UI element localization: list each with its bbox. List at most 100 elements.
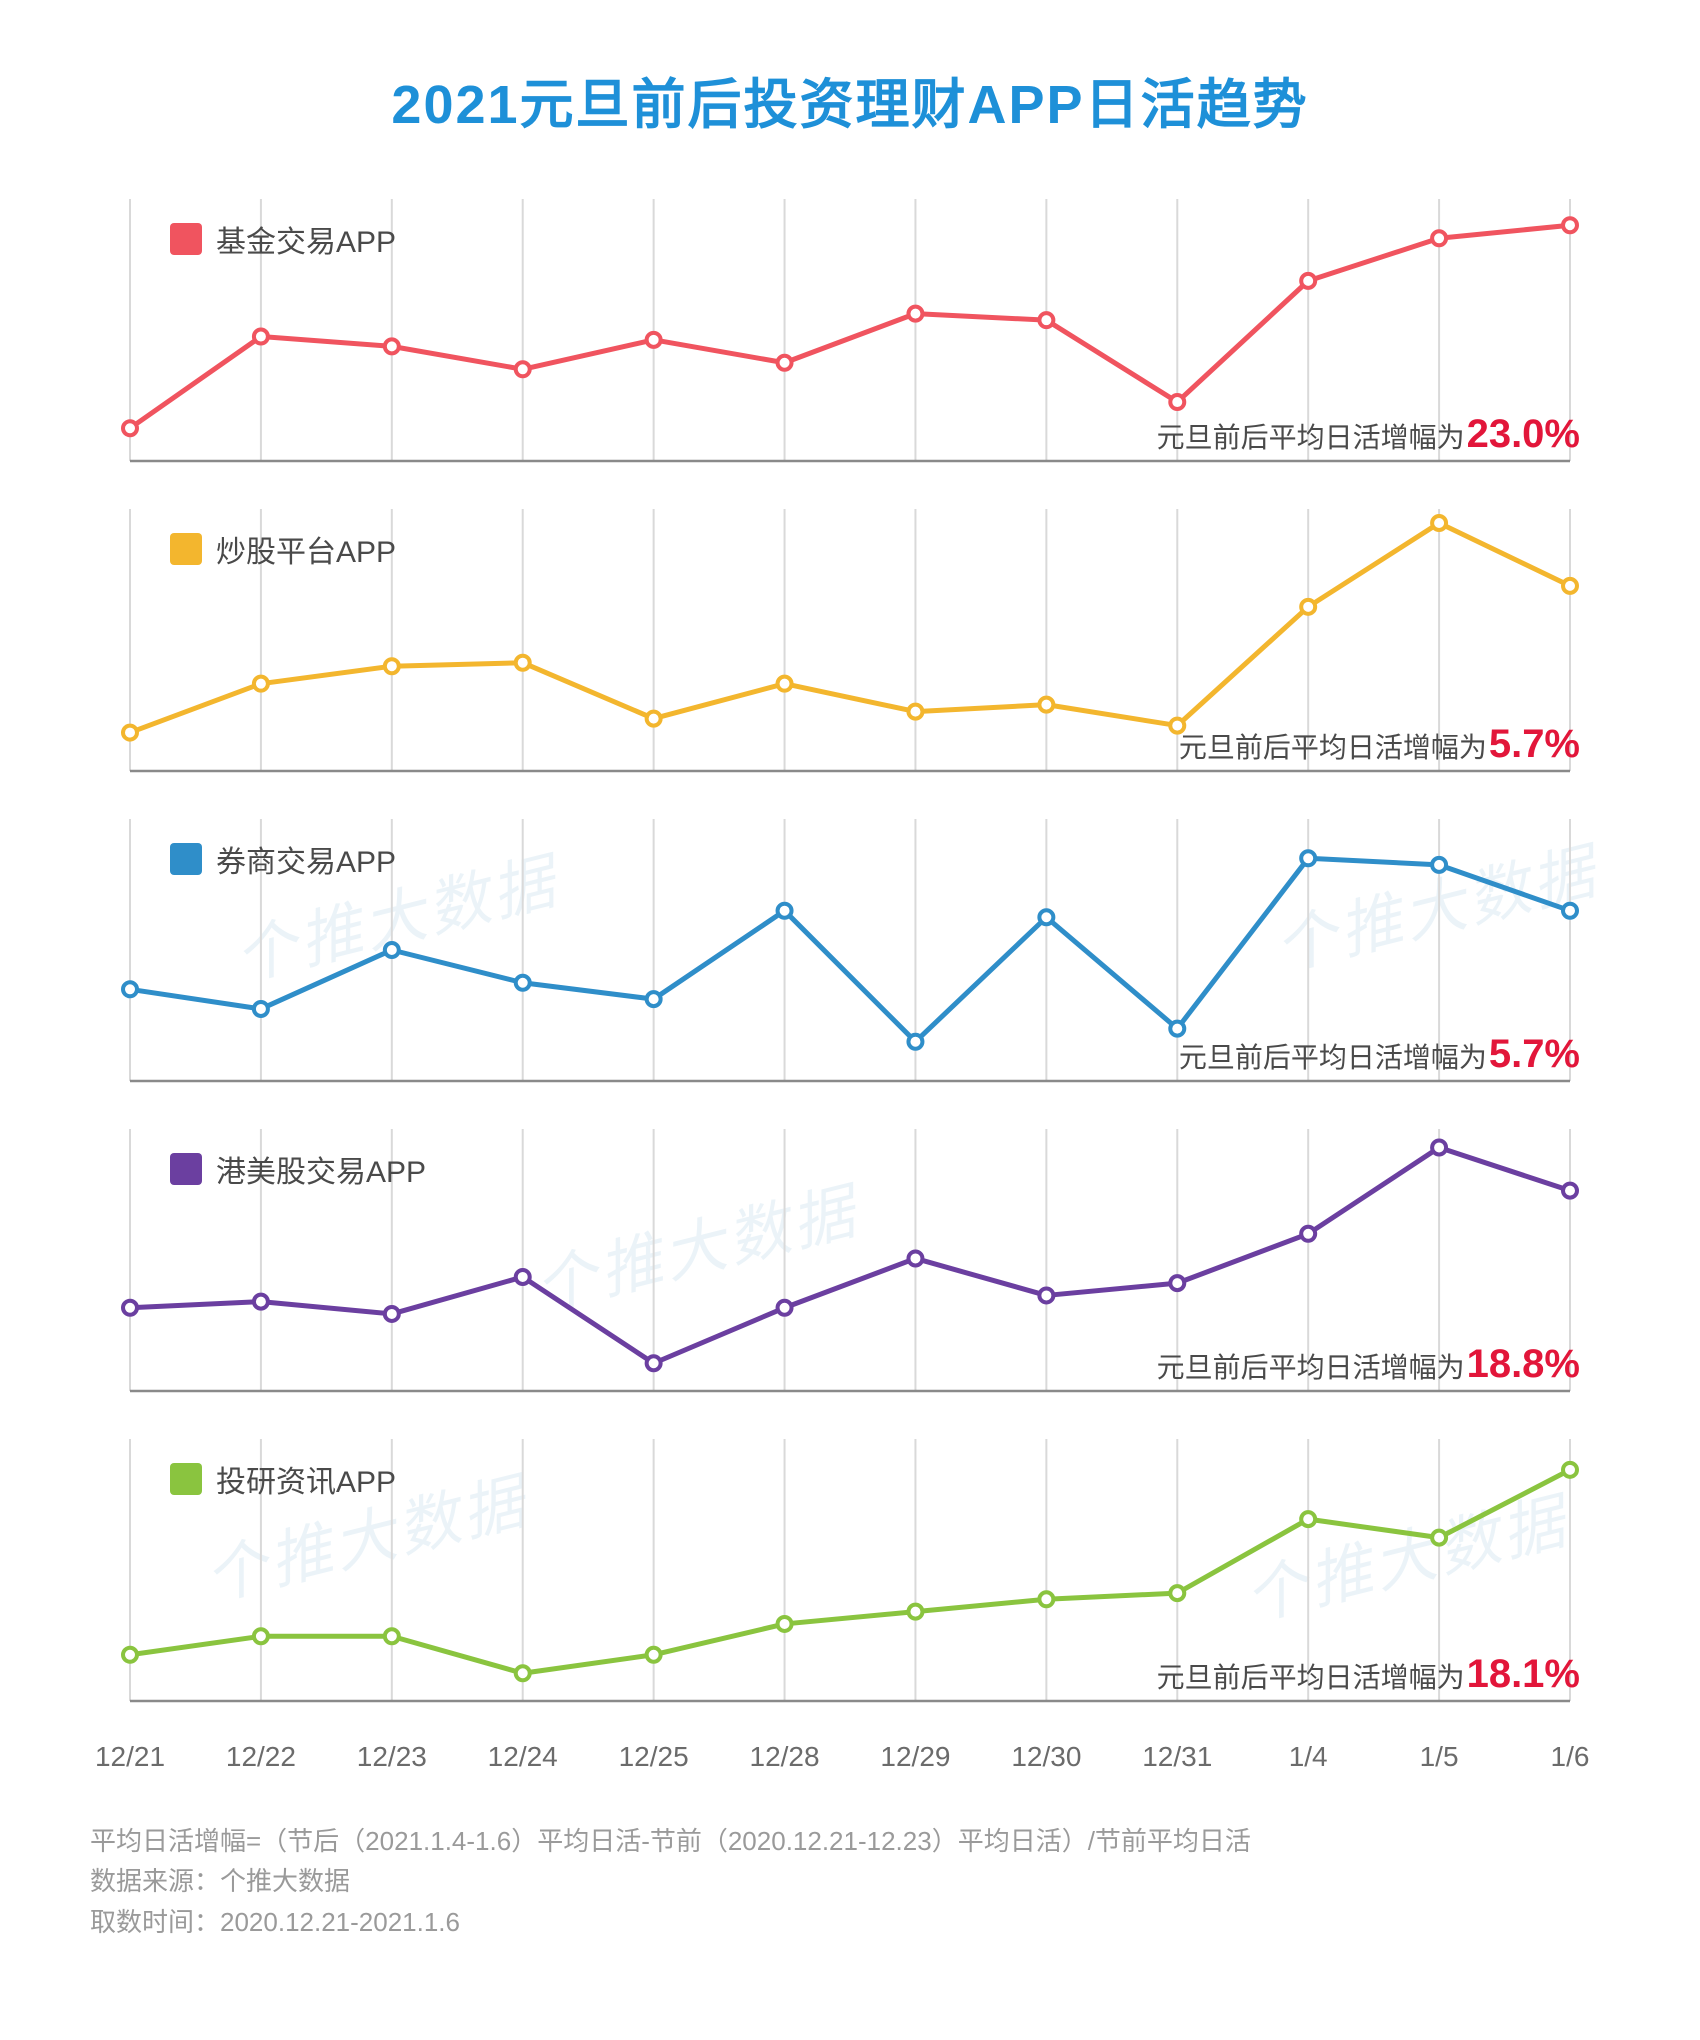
data-point-marker (385, 1307, 399, 1321)
data-point-marker (1301, 851, 1315, 865)
legend-swatch-box (170, 1153, 202, 1185)
data-point-marker (1432, 231, 1446, 245)
series-legend: 券商交易APP (170, 837, 396, 881)
growth-annotation: 元旦前后平均日活增幅为5.7% (1179, 722, 1580, 767)
legend-label: 炒股平台APP (216, 527, 396, 571)
data-point-marker (123, 982, 137, 996)
data-point-marker (385, 943, 399, 957)
footer-line: 数据来源：个推大数据 (90, 1861, 1610, 1901)
chart-row: 投研资讯APP 元旦前后平均日活增幅为18.1% (90, 1429, 1610, 1719)
footer-line: 平均日活增幅=（节后（2021.1.4-1.6）平均日活-节前（2020.12.… (90, 1821, 1610, 1861)
legend-swatch-box (170, 533, 202, 565)
data-point-marker (908, 307, 922, 321)
data-point-marker (778, 677, 792, 691)
data-point-marker (254, 1629, 268, 1643)
x-axis-tick: 12/31 (1142, 1741, 1212, 1773)
data-point-marker (1170, 1586, 1184, 1600)
data-point-marker (123, 1301, 137, 1315)
chart-row: 炒股平台APP 元旦前后平均日活增幅为5.7% (90, 499, 1610, 789)
data-point-marker (1432, 858, 1446, 872)
legend-swatch-box (170, 843, 202, 875)
series-legend: 炒股平台APP (170, 527, 396, 571)
data-point-marker (1170, 1276, 1184, 1290)
data-point-marker (1563, 218, 1577, 232)
x-axis-tick: 1/6 (1551, 1741, 1590, 1773)
data-point-marker (647, 712, 661, 726)
data-point-marker (1563, 1463, 1577, 1477)
data-point-marker (1039, 698, 1053, 712)
growth-annotation: 元旦前后平均日活增幅为18.8% (1157, 1342, 1580, 1387)
data-point-marker (516, 1666, 530, 1680)
annotation-prefix: 元旦前后平均日活增幅为 (1157, 422, 1465, 453)
series-legend: 投研资讯APP (170, 1457, 396, 1501)
growth-annotation: 元旦前后平均日活增幅为5.7% (1179, 1032, 1580, 1077)
chart-title: 2021元旦前后投资理财APP日活趋势 (90, 60, 1610, 139)
data-point-marker (778, 904, 792, 918)
legend-label: 基金交易APP (216, 217, 396, 261)
x-axis-tick: 12/28 (749, 1741, 819, 1773)
charts-panel: 个推大数据个推大数据个推大数据个推大数据个推大数据基金交易APP元旦前后平均日活… (90, 189, 1610, 1719)
data-point-marker (1301, 1227, 1315, 1241)
data-point-marker (1563, 579, 1577, 593)
data-point-marker (1301, 274, 1315, 288)
data-point-marker (1039, 1592, 1053, 1606)
data-point-marker (1170, 395, 1184, 409)
data-point-marker (1563, 904, 1577, 918)
data-point-marker (647, 1356, 661, 1370)
growth-annotation: 元旦前后平均日活增幅为18.1% (1157, 1652, 1580, 1697)
data-point-marker (385, 339, 399, 353)
data-point-marker (1039, 910, 1053, 924)
data-point-marker (647, 333, 661, 347)
annotation-percent: 18.1% (1467, 1652, 1580, 1696)
data-point-marker (908, 705, 922, 719)
series-line (130, 858, 1570, 1041)
x-axis-tick: 12/30 (1011, 1741, 1081, 1773)
legend-swatch-box (170, 223, 202, 255)
data-point-marker (254, 330, 268, 344)
x-axis-tick: 12/29 (880, 1741, 950, 1773)
chart-container: 2021元旦前后投资理财APP日活趋势 个推大数据个推大数据个推大数据个推大数据… (0, 0, 1700, 2040)
data-point-marker (1301, 1512, 1315, 1526)
data-point-marker (1432, 1531, 1446, 1545)
x-axis-tick: 12/21 (95, 1741, 165, 1773)
data-point-marker (1563, 1184, 1577, 1198)
legend-label: 投研资讯APP (216, 1457, 396, 1501)
chart-row: 港美股交易APP 元旦前后平均日活增幅为18.8% (90, 1119, 1610, 1409)
growth-annotation: 元旦前后平均日活增幅为23.0% (1157, 412, 1580, 457)
data-point-marker (778, 1301, 792, 1315)
annotation-prefix: 元旦前后平均日活增幅为 (1157, 1352, 1465, 1383)
data-point-marker (1432, 516, 1446, 530)
data-point-marker (254, 1295, 268, 1309)
annotation-percent: 5.7% (1489, 722, 1580, 766)
footer-line: 取数时间：2020.12.21-2021.1.6 (90, 1902, 1610, 1942)
chart-row: 基金交易APP 元旦前后平均日活增幅为23.0% (90, 189, 1610, 479)
annotation-percent: 5.7% (1489, 1032, 1580, 1076)
data-point-marker (647, 1648, 661, 1662)
data-point-marker (778, 1617, 792, 1631)
data-point-marker (647, 992, 661, 1006)
data-point-marker (1039, 313, 1053, 327)
data-point-marker (254, 1002, 268, 1016)
x-axis-tick: 1/4 (1289, 1741, 1328, 1773)
x-axis-tick: 1/5 (1420, 1741, 1459, 1773)
annotation-percent: 23.0% (1467, 412, 1580, 456)
series-legend: 基金交易APP (170, 217, 396, 261)
chart-row: 券商交易APP 元旦前后平均日活增幅为5.7% (90, 809, 1610, 1099)
x-axis-tick: 12/22 (226, 1741, 296, 1773)
data-point-marker (254, 677, 268, 691)
data-point-marker (908, 1605, 922, 1619)
legend-label: 券商交易APP (216, 837, 396, 881)
data-point-marker (516, 976, 530, 990)
data-point-marker (778, 356, 792, 370)
data-point-marker (123, 1648, 137, 1662)
data-point-marker (516, 362, 530, 376)
series-legend: 港美股交易APP (170, 1147, 426, 1191)
data-point-marker (516, 656, 530, 670)
x-axis-tick: 12/25 (619, 1741, 689, 1773)
data-point-marker (1301, 600, 1315, 614)
footer-notes: 平均日活增幅=（节后（2021.1.4-1.6）平均日活-节前（2020.12.… (90, 1821, 1610, 1942)
annotation-prefix: 元旦前后平均日活增幅为 (1179, 1042, 1487, 1073)
data-point-marker (385, 1629, 399, 1643)
legend-label: 港美股交易APP (216, 1147, 426, 1191)
annotation-percent: 18.8% (1467, 1342, 1580, 1386)
